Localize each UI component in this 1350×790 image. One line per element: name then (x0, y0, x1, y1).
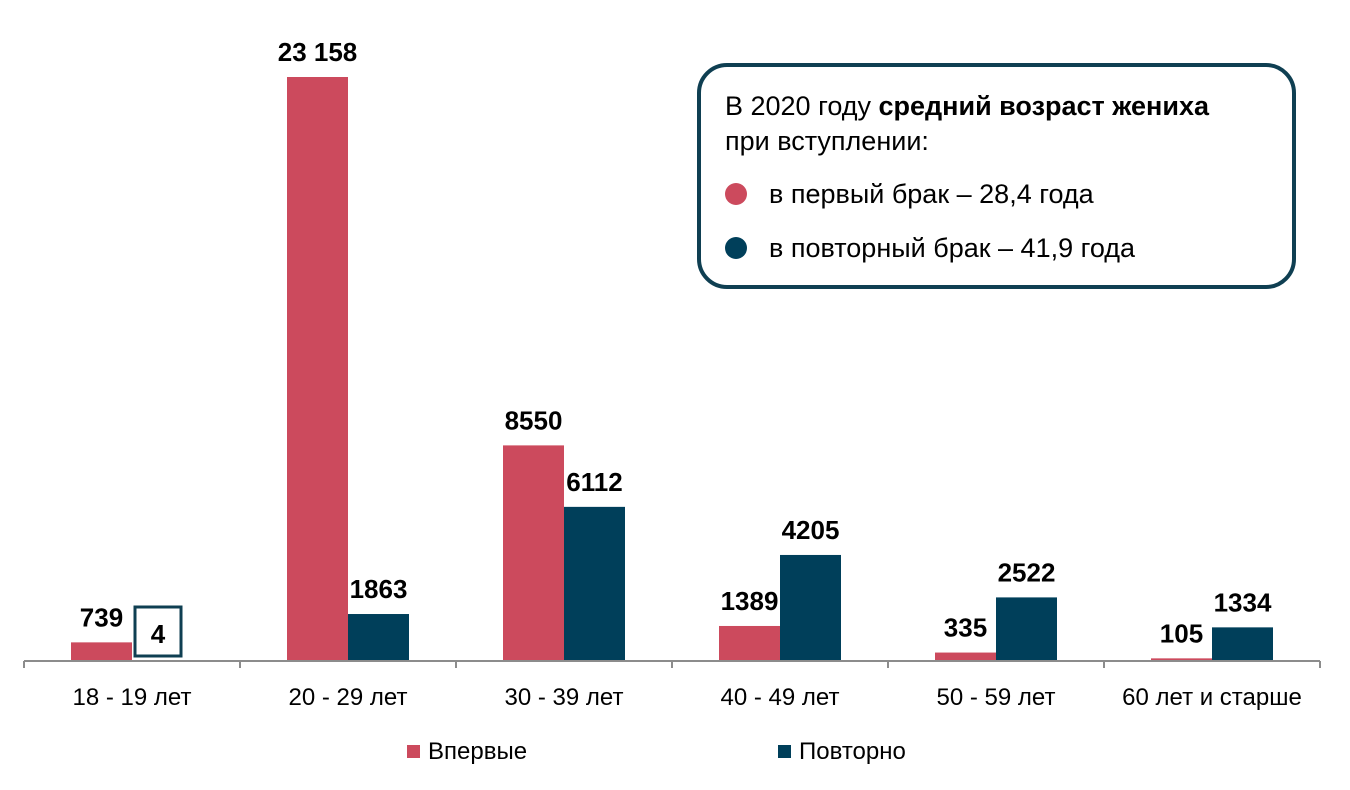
data-label-first-2: 8550 (505, 405, 563, 435)
x-tick-label-0: 18 - 19 лет (73, 684, 192, 711)
x-axis: 18 - 19 лет 20 - 29 лет 30 - 39 лет 40 - 49… (23, 660, 1321, 711)
info-item-first-marriage: в первый брак – 28,4 года (725, 177, 1094, 212)
data-label-first-1: 23 158 (278, 37, 358, 67)
bar-repeat-1 (348, 614, 409, 661)
info-box-title: В 2020 году средний возраст жениха при вс… (725, 89, 1285, 159)
x-tick-label-4: 50 - 59 лет (937, 684, 1056, 711)
info-item-text: в повторный брак – 41,9 года (769, 233, 1136, 263)
legend-item-repeat: Повторно (778, 737, 906, 767)
x-tick-label-2: 30 - 39 лет (505, 684, 624, 711)
bars-layer (71, 77, 1273, 661)
data-label-repeat-3: 4205 (782, 515, 840, 545)
legend-item-first: Впервые (407, 737, 527, 767)
bar-first-4 (935, 652, 996, 661)
average-age-info-box: В 2020 году средний возраст жениха при вс… (697, 63, 1296, 289)
bar-first-0 (71, 642, 132, 661)
data-label-repeat-2: 6112 (566, 467, 622, 497)
bar-repeat-3 (780, 554, 841, 661)
legend-label-first: Впервые (428, 738, 528, 765)
bar-repeat-4 (996, 597, 1057, 661)
data-label-first-5: 105 (1160, 618, 1203, 648)
bar-repeat-2 (564, 506, 625, 661)
bar-repeat-5 (1212, 627, 1273, 661)
legend-swatch-repeat (778, 745, 791, 758)
x-tick-label-1: 20 - 29 лет (289, 684, 408, 711)
x-tick-label-3: 40 - 49 лет (721, 684, 840, 711)
data-labels-layer: 739 4 23 158 1863 8550 6112 1389 4205 335 2522 105… (80, 37, 1272, 658)
red-dot-icon (725, 183, 747, 205)
bar-first-3 (719, 625, 780, 661)
info-item-repeat-marriage: в повторный брак – 41,9 года (725, 231, 1135, 266)
info-title-bold: средний возраст жениха (878, 91, 1209, 121)
info-title-prefix: В 2020 году (725, 91, 879, 121)
data-label-first-3: 1389 (721, 586, 779, 616)
bar-first-5 (1151, 658, 1212, 661)
bar-first-2 (503, 445, 564, 661)
info-title-suffix: при вступлении: (725, 126, 929, 156)
data-label-repeat-1: 1863 (350, 574, 408, 604)
small-value-box (133, 605, 183, 658)
data-label-first-0: 739 (80, 602, 123, 632)
info-item-text: в первый брак – 28,4 года (769, 179, 1094, 209)
legend-label-repeat: Повторно (799, 738, 906, 765)
data-label-first-4: 335 (944, 613, 987, 643)
bar-first-1 (287, 77, 348, 661)
x-tick-label-5: 60 лет и старше (1122, 684, 1302, 711)
data-label-repeat-5: 1334 (1214, 587, 1272, 617)
data-label-repeat-0: 4 (151, 619, 166, 649)
legend-swatch-first (407, 745, 420, 758)
dark-teal-dot-icon (725, 237, 747, 259)
data-label-repeat-4: 2522 (998, 557, 1056, 587)
